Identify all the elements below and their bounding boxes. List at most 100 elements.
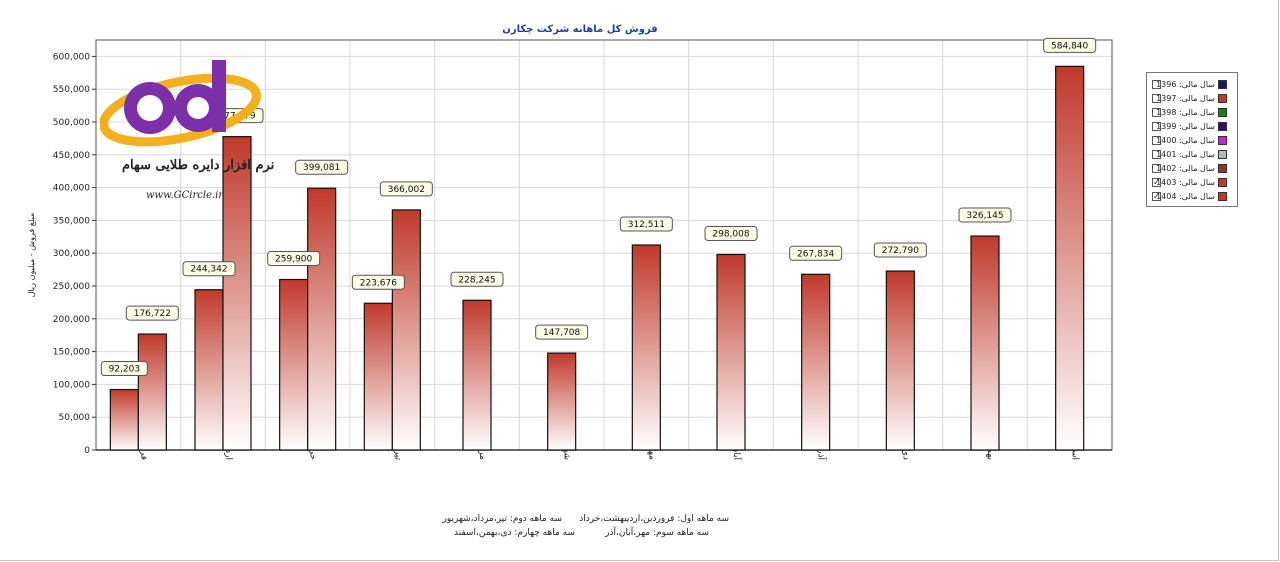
y-axis-label: مبلغ فروش - میلیون ریال [27, 213, 36, 298]
legend-checkbox[interactable]: ✓ [1152, 191, 1161, 201]
chart-title: فروش کل ماهانه شرکت چکارن [502, 24, 657, 35]
footnote-q4: سه ماهه چهارم: دی،بهمن،اسفند [453, 528, 575, 538]
legend-swatch [1218, 149, 1227, 159]
y-tick-label: 200,000 [53, 315, 90, 325]
y-tick-label: 600,000 [53, 52, 90, 62]
legend-swatch [1218, 121, 1227, 131]
legend-checkbox[interactable] [1152, 121, 1161, 131]
data-label: 228,245 [450, 271, 504, 287]
bar [222, 136, 252, 451]
legend: سال مالی: 1396 سال مالی: 1397 سال مالی: … [1146, 72, 1238, 207]
legend-item-1403[interactable]: ✓ سال مالی: 1403 [1147, 175, 1239, 189]
y-tick-label: 250,000 [53, 282, 90, 292]
legend-item-1398[interactable]: سال مالی: 1398 [1147, 105, 1239, 119]
data-label-text: 223,676 [360, 278, 397, 288]
y-tick-label: 0 [84, 446, 90, 456]
data-label-text: 228,245 [458, 275, 495, 285]
data-label-box [619, 216, 673, 232]
legend-item-1396[interactable]: سال مالی: 1396 [1147, 77, 1239, 91]
data-label-text: 366,002 [388, 185, 425, 195]
data-label-box [704, 226, 758, 242]
legend-item-label: سال مالی: 1397 [1156, 93, 1215, 103]
data-label: 259,900 [267, 251, 321, 267]
legend-item-label: سال مالی: 1398 [1156, 107, 1215, 117]
x-tick-label: دی [900, 449, 910, 460]
data-label-text: 272,790 [882, 246, 919, 256]
legend-item-1399[interactable]: سال مالی: 1399 [1147, 119, 1239, 133]
legend-checkbox[interactable] [1152, 149, 1161, 159]
legend-item-1400[interactable]: سال مالی: 1400 [1147, 133, 1239, 147]
legend-swatch [1218, 79, 1227, 89]
data-label-text: 267,834 [797, 249, 834, 259]
data-label-box [958, 207, 1012, 223]
legend-item-1404[interactable]: ✓ سال مالی: 1404 [1147, 189, 1239, 203]
data-label-box [1043, 37, 1097, 53]
legend-item-label: سال مالی: 1399 [1156, 121, 1215, 131]
data-label-text: 326,145 [966, 211, 1003, 221]
footnote-q2: سه ماهه دوم: تیر،مرداد،شهریور [442, 514, 563, 524]
legend-swatch [1218, 93, 1227, 103]
y-tick-label: 50,000 [59, 413, 91, 423]
bar [631, 244, 661, 451]
data-label: 244,342 [182, 261, 236, 277]
x-tick-label: مهر [646, 445, 656, 460]
legend-checkbox[interactable] [1152, 163, 1161, 173]
bar [547, 352, 577, 451]
legend-checkbox[interactable] [1152, 79, 1161, 89]
y-tick-label: 400,000 [53, 184, 90, 194]
legend-checkbox[interactable] [1152, 135, 1161, 145]
data-label-box [379, 181, 433, 197]
bar [801, 273, 831, 451]
brand-logo [98, 48, 270, 208]
legend-item-1402[interactable]: سال مالی: 1402 [1147, 161, 1239, 175]
data-label-box [267, 251, 321, 267]
data-label-box [100, 361, 148, 377]
data-label-text: 298,008 [712, 230, 749, 240]
legend-swatch [1218, 177, 1227, 187]
legend-checkbox[interactable] [1152, 107, 1161, 117]
data-label-box [450, 271, 504, 287]
data-label: 584,840 [1043, 37, 1097, 53]
bar [885, 270, 915, 451]
legend-item-label: سال مالی: 1403 [1156, 177, 1215, 187]
y-tick-label: 550,000 [53, 85, 90, 95]
data-label: 298,008 [704, 226, 758, 242]
y-tick-label: 500,000 [53, 118, 90, 128]
bar [137, 333, 167, 451]
bar [462, 299, 492, 451]
data-label: 176,722 [125, 305, 179, 321]
bars [109, 65, 1085, 451]
legend-swatch [1218, 135, 1227, 145]
bar [391, 209, 421, 451]
data-label: 92,203 [100, 361, 148, 377]
legend-checkbox[interactable]: ✓ [1152, 177, 1161, 187]
y-tick-label: 350,000 [53, 216, 90, 226]
data-label-box [125, 305, 179, 321]
data-label-text: 312,511 [628, 220, 665, 230]
brand-url: www.GCircle.ir [146, 190, 224, 201]
data-label-box [789, 245, 843, 261]
brand-name: نرم افزار دایره طلایی سهام [122, 158, 275, 173]
data-label-text: 584,840 [1051, 41, 1088, 51]
data-label-text: 147,708 [543, 328, 580, 338]
legend-item-1397[interactable]: سال مالی: 1397 [1147, 91, 1239, 105]
grid-lines [95, 40, 1113, 451]
legend-checkbox[interactable] [1152, 93, 1161, 103]
data-label: 223,676 [351, 274, 405, 290]
data-label: 366,002 [379, 181, 433, 197]
bar [194, 289, 224, 451]
data-label: 312,511 [619, 216, 673, 232]
legend-item-label: سال مالی: 1396 [1156, 79, 1215, 89]
data-labels: 92,203176,722244,342477,679259,900399,08… [100, 37, 1097, 377]
legend-swatch [1218, 191, 1227, 201]
data-label: 147,708 [535, 324, 589, 340]
data-label-text: 259,900 [275, 255, 312, 265]
data-label-text: 244,342 [190, 265, 227, 275]
y-tick-label: 150,000 [53, 348, 90, 358]
legend-swatch [1218, 163, 1227, 173]
bar [307, 187, 337, 451]
legend-item-1401[interactable]: سال مالی: 1401 [1147, 147, 1239, 161]
bar [970, 235, 1000, 451]
